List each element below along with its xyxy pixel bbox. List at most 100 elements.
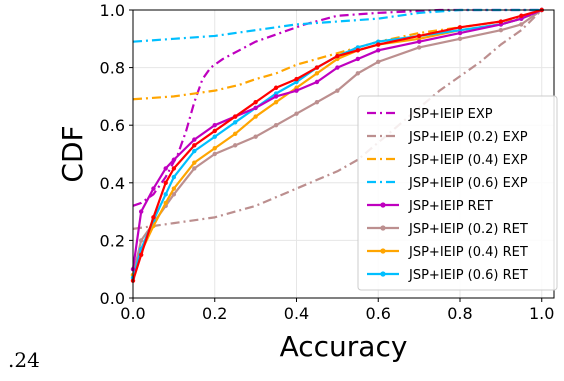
series-point xyxy=(253,134,258,139)
series-point xyxy=(457,36,463,41)
y-tick-label: 0.4 xyxy=(100,174,125,193)
series-point xyxy=(355,71,361,76)
series-point xyxy=(192,160,197,165)
series-point xyxy=(376,42,381,47)
series-line xyxy=(132,8,542,43)
series-point xyxy=(376,48,381,53)
series-point xyxy=(314,79,320,85)
y-tick-label: 1.0 xyxy=(100,1,125,20)
series-point xyxy=(163,180,168,185)
series-point xyxy=(314,99,320,105)
series-point xyxy=(355,56,361,62)
series-point xyxy=(416,33,422,39)
series-point xyxy=(457,25,463,30)
series-point xyxy=(192,148,197,154)
series-point xyxy=(171,174,177,180)
series-point xyxy=(498,19,504,24)
series-point xyxy=(416,45,422,50)
x-tick-label: 1.0 xyxy=(529,304,554,323)
series-point xyxy=(294,88,299,93)
series-point xyxy=(212,123,217,128)
series-point xyxy=(253,99,258,105)
series-point xyxy=(273,94,279,99)
series-point xyxy=(163,192,168,197)
x-tick-label: 0.2 xyxy=(202,304,227,323)
series-point xyxy=(212,146,217,151)
series-line xyxy=(131,8,543,279)
series-8 xyxy=(130,7,544,283)
series-point xyxy=(151,215,156,220)
y-tick-label: 0.2 xyxy=(100,231,125,250)
series-point xyxy=(294,111,299,116)
series-point xyxy=(171,192,177,197)
series-point xyxy=(355,48,361,53)
y-tick-label: 0.8 xyxy=(100,59,125,78)
legend-label: JSP+IEIP (0.2) EXP xyxy=(408,130,528,145)
series-point xyxy=(212,134,217,139)
series-1 xyxy=(132,9,543,230)
series-point xyxy=(138,209,144,214)
y-tick-label: 0.0 xyxy=(100,289,125,308)
series-point xyxy=(314,65,320,70)
series-line xyxy=(132,8,542,207)
legend-label: JSP+IEIP (0.2) RET xyxy=(408,222,528,237)
y-tick-label: 0.6 xyxy=(100,116,125,135)
series-point xyxy=(232,120,238,125)
series-point xyxy=(253,114,258,119)
series-point xyxy=(335,88,340,93)
series-point xyxy=(138,238,144,243)
legend-marker xyxy=(380,271,386,277)
series-point xyxy=(163,200,168,206)
series-point xyxy=(457,30,463,36)
plot-series xyxy=(130,7,544,283)
series-point xyxy=(273,99,279,105)
x-axis-label: Accuracy xyxy=(280,330,408,363)
y-axis-label: CDF xyxy=(56,125,89,182)
series-point xyxy=(171,157,177,162)
x-tick-label: 0.6 xyxy=(366,304,391,323)
x-tick-label: 0.0 xyxy=(120,304,145,323)
legend-marker xyxy=(380,248,386,254)
x-tick-label: 0.4 xyxy=(284,304,309,323)
legend-label: JSP+IEIP RET xyxy=(408,199,493,214)
series-point xyxy=(212,128,217,134)
series-point xyxy=(294,76,299,82)
series-point xyxy=(498,27,504,33)
series-point xyxy=(416,39,422,44)
legend-label: JSP+IEIP (0.6) EXP xyxy=(408,176,528,191)
series-point xyxy=(192,137,197,142)
legend-label: JSP+IEIP EXP xyxy=(408,107,493,122)
legend-label: JSP+IEIP (0.6) RET xyxy=(408,268,528,283)
series-point xyxy=(171,166,177,171)
series-line xyxy=(132,9,543,230)
series-point xyxy=(273,85,279,90)
series-4 xyxy=(130,7,544,272)
legend-marker xyxy=(380,202,386,208)
series-0 xyxy=(132,8,542,207)
legend-box xyxy=(357,95,558,291)
x-tick-label: 0.8 xyxy=(447,304,472,323)
series-3 xyxy=(132,8,542,43)
series-point xyxy=(163,166,168,171)
series-point xyxy=(519,13,524,18)
legend: JSP+IEIP EXP JSP+IEIP (0.2) EXP JSP+IEIP (… xyxy=(357,95,558,291)
series-point xyxy=(192,166,197,171)
series-point xyxy=(519,22,524,27)
legend-label: JSP+IEIP (0.4) RET xyxy=(408,245,528,260)
series-point xyxy=(335,65,340,70)
series-point xyxy=(253,105,258,111)
legend-marker xyxy=(380,225,386,231)
series-point xyxy=(232,143,238,148)
series-point xyxy=(335,53,340,59)
series-point xyxy=(138,252,144,257)
series-point xyxy=(232,114,238,119)
series-point xyxy=(171,186,177,191)
axis-ticks: 0.0 0.2 0.4 0.6 0.8 1.0 0.0 0.2 0.4 0.6 0.8 1.0 xyxy=(100,1,555,323)
stray-text: .24 xyxy=(8,348,40,372)
series-point xyxy=(376,59,381,65)
series-point xyxy=(151,186,156,191)
series-point xyxy=(314,71,320,76)
series-point xyxy=(273,123,279,128)
series-point xyxy=(232,131,238,137)
